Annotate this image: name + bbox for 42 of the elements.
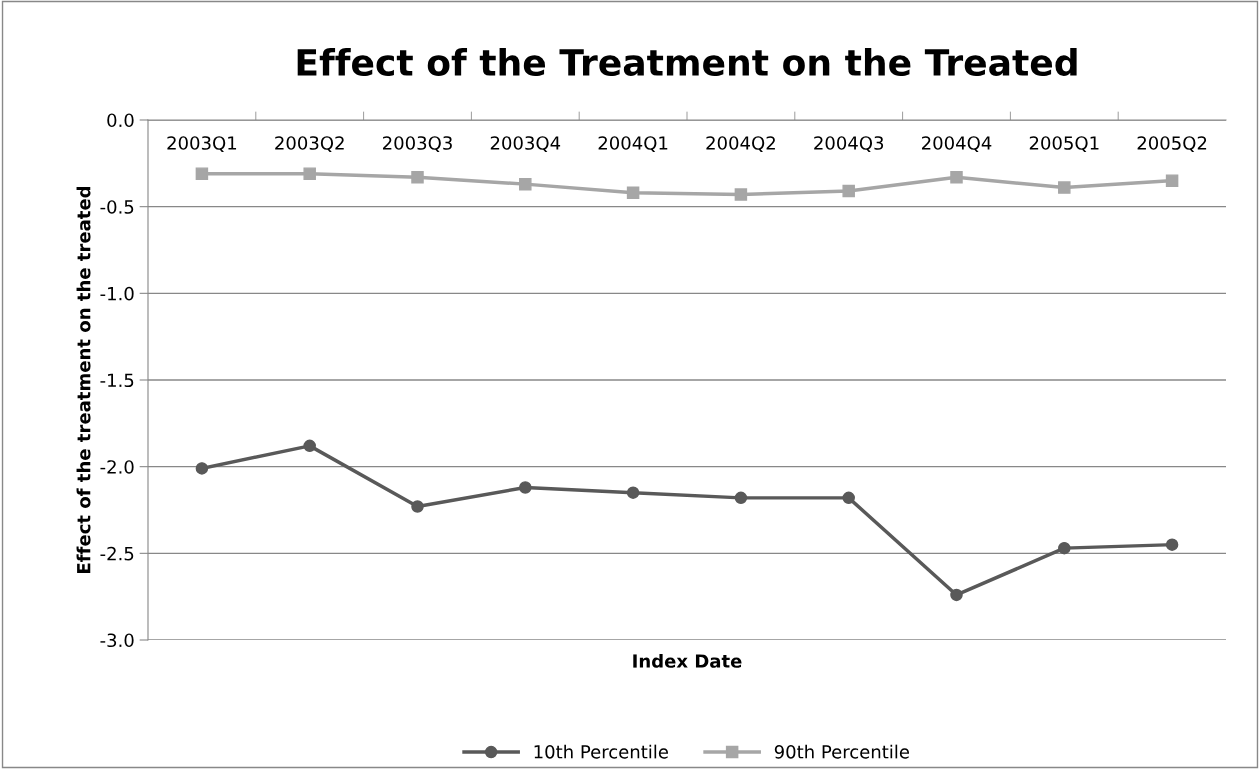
point [950,588,963,602]
point [1058,541,1071,555]
y-tick-label: -1.5 [100,373,134,388]
legend-label: 10th Percentile [534,744,668,759]
y-tick-label: -0.5 [100,200,134,214]
point [626,486,640,499]
y-tick-label: -2.0 [100,460,134,474]
point [519,177,532,191]
point [1165,538,1179,551]
point [195,462,209,475]
y-axis-title: Effect of the treatment on the treated [76,186,91,573]
point [303,439,316,453]
x-tick-label: 2004Q4 [922,136,992,152]
x-tick-label: 2003Q2 [275,136,344,152]
point [950,170,963,184]
chart-title: Effect of the Treatment on the Treated [297,48,1077,77]
point [303,167,316,180]
point [1058,181,1071,194]
x-tick-label: 2003Q4 [490,136,561,152]
legend-label: 90th Percentile [774,744,909,759]
x-tick-label: 2005Q2 [1137,136,1207,152]
point [195,167,209,180]
x-tick-label: 2004Q1 [598,136,668,152]
point [1165,174,1179,187]
y-tick-label: -3.0 [100,633,134,648]
point [842,491,855,505]
point [734,491,748,505]
x-axis-title: Index Date [633,653,742,668]
point [411,500,424,513]
y-tick-label: -1.0 [100,286,134,301]
y-tick-label: 0.0 [107,113,134,128]
y-tick-label: -2.5 [100,546,134,561]
x-tick-label: 2003Q3 [383,136,452,152]
point [519,481,532,494]
point [411,170,424,184]
point [734,188,748,201]
x-tick-label: 2003Q1 [167,136,237,152]
x-tick-label: 2004Q3 [814,136,884,152]
x-tick-label: 2004Q2 [706,136,775,152]
x-tick-label: 2005Q1 [1029,136,1099,152]
point [842,184,855,198]
point [626,186,640,200]
